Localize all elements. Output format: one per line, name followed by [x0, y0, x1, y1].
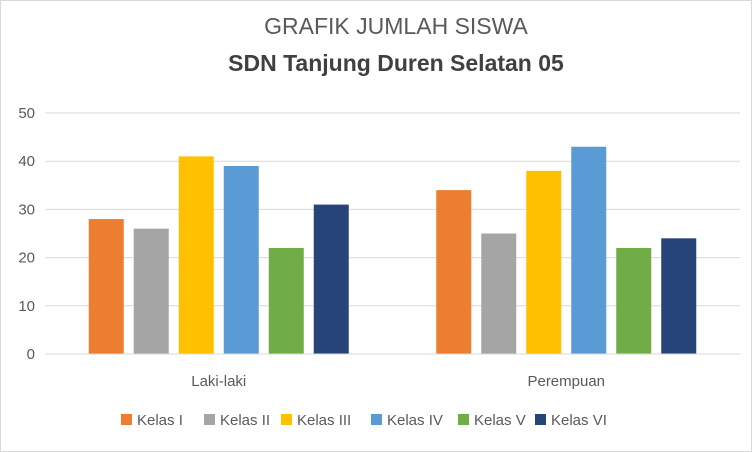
bar-kelas-iv-perempuan — [571, 146, 607, 354]
y-tick-label: 50 — [18, 105, 35, 122]
chart-subtitle: SDN Tanjung Duren Selatan 05 — [228, 50, 564, 76]
legend-label: Kelas III — [297, 412, 351, 429]
legend-swatch — [371, 414, 382, 425]
chart-title: GRAFIK JUMLAH SISWA — [264, 13, 528, 39]
bars — [88, 146, 697, 354]
y-tick-label: 30 — [18, 201, 35, 218]
bar-kelas-iv-laki-laki — [223, 166, 259, 354]
bar-kelas-i-laki-laki — [88, 219, 124, 354]
legend-swatch — [458, 414, 469, 425]
legend-swatch — [121, 414, 132, 425]
bar-kelas-ii-laki-laki — [133, 228, 169, 354]
bar-kelas-vi-laki-laki — [313, 204, 349, 354]
x-tick-label: Laki-laki — [191, 373, 246, 390]
legend-swatch — [204, 414, 215, 425]
legend-label: Kelas IV — [387, 412, 443, 429]
bar-kelas-i-perempuan — [436, 190, 472, 354]
x-axis: Laki-laki Perempuan — [45, 353, 740, 390]
y-axis: 0 10 20 30 40 50 — [18, 105, 35, 363]
x-tick-label: Perempuan — [527, 373, 605, 390]
legend-swatch — [535, 414, 546, 425]
legend-label: Kelas VI — [551, 412, 607, 429]
bar-kelas-iii-laki-laki — [178, 156, 214, 354]
legend-swatch — [281, 414, 292, 425]
bar-kelas-v-perempuan — [616, 247, 652, 354]
legend-label: Kelas I — [137, 412, 183, 429]
bar-kelas-vi-perempuan — [661, 238, 697, 354]
bar-kelas-v-laki-laki — [268, 247, 304, 354]
legend-label: Kelas II — [220, 412, 270, 429]
legend-label: Kelas V — [474, 412, 526, 429]
y-tick-label: 20 — [18, 250, 35, 267]
y-tick-label: 10 — [18, 298, 35, 315]
legend: Kelas I Kelas II Kelas III Kelas IV Kelas V K… — [121, 412, 607, 429]
y-tick-label: 40 — [18, 153, 35, 170]
bar-kelas-iii-perempuan — [526, 170, 562, 354]
y-tick-label: 0 — [27, 346, 35, 363]
bar-kelas-ii-perempuan — [481, 233, 517, 354]
